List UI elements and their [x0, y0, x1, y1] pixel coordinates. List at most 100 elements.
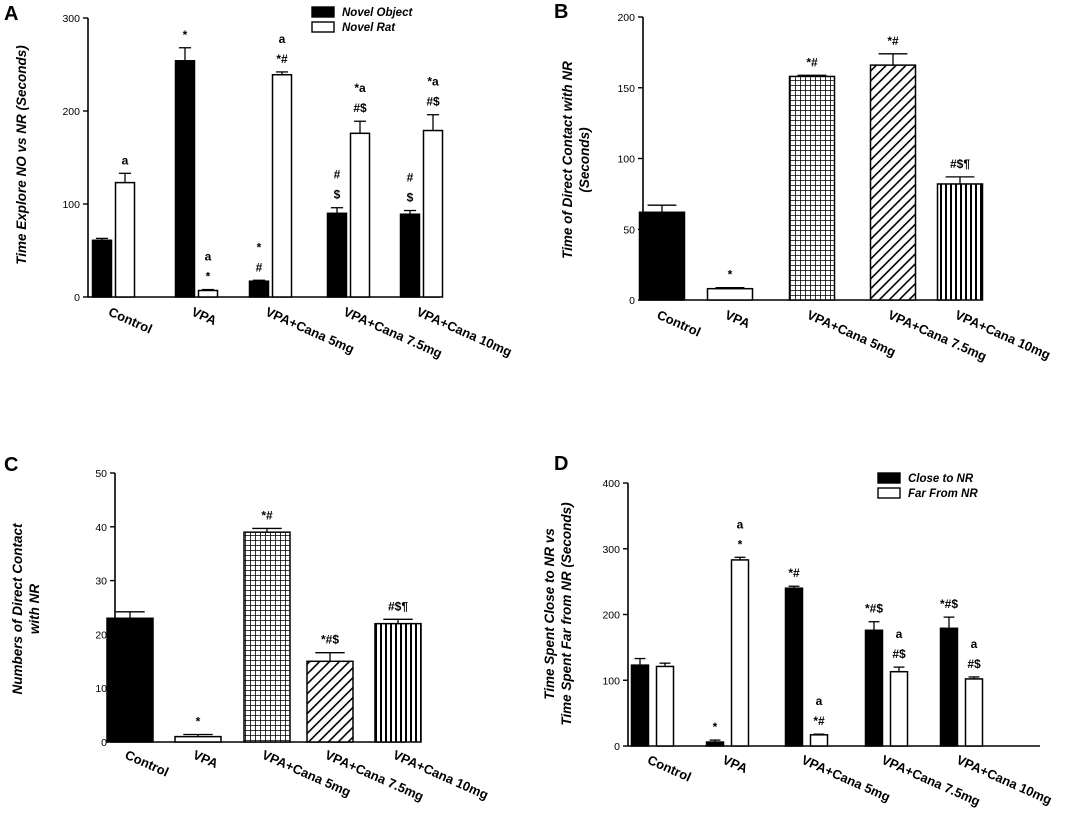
significance-label: * — [738, 537, 743, 551]
legend-entry: Novel Object — [342, 7, 413, 19]
bar-s1-c2 — [271, 73, 293, 298]
significance-label: a — [971, 637, 978, 651]
significance-label: *#$ — [321, 633, 339, 647]
y-axis-label-line: Time Spent Far from NR (Seconds) — [559, 502, 574, 726]
significance-label: #$ — [353, 101, 367, 115]
significance-label: #$ — [967, 657, 981, 671]
significance-label: * — [713, 720, 718, 734]
legend-entry: Novel Rat — [342, 22, 396, 34]
bar-s0-c3 — [869, 64, 917, 301]
y-tick-label: 100 — [62, 199, 80, 211]
legend-swatch — [877, 487, 901, 499]
y-tick-label: 50 — [95, 468, 107, 480]
y-tick-label: 150 — [617, 83, 635, 95]
bar-s0-c2 — [784, 587, 804, 747]
bar-s0-c3 — [326, 212, 348, 298]
bar-s0-c0 — [638, 211, 686, 301]
significance-label: $ — [407, 191, 414, 205]
y-axis-label-line: with NR — [27, 584, 42, 634]
bar-s1-c0 — [655, 665, 675, 747]
significance-label: * — [257, 240, 262, 254]
y-tick-label: 0 — [614, 741, 620, 753]
y-axis-label-line: Numbers of Direct Contact — [10, 523, 25, 695]
significance-label: a — [205, 250, 212, 264]
y-tick-label: 400 — [602, 478, 620, 490]
y-tick-label: 20 — [95, 629, 107, 641]
significance-label: a — [279, 32, 286, 46]
y-tick-label: 100 — [617, 154, 635, 166]
y-tick-label: 30 — [95, 576, 107, 588]
y-tick-label: 50 — [623, 224, 635, 236]
significance-label: *# — [813, 714, 825, 728]
category-label: VPA+Cana 5mg — [799, 752, 892, 805]
bar-s1-c3 — [889, 670, 909, 747]
bar-s0-c1 — [174, 60, 196, 298]
significance-label: *a — [427, 75, 439, 89]
chart-panel-d: D Time Spent Close to NR vs Time Spent Far… — [542, 453, 1054, 809]
y-tick-label: 200 — [617, 12, 635, 24]
category-label: VPA — [189, 304, 219, 328]
bar-s0-c2 — [248, 280, 270, 298]
significance-label: *# — [806, 55, 818, 69]
significance-label: *# — [887, 34, 899, 48]
bar-s1-c1 — [197, 289, 219, 298]
panel-letter: C — [4, 454, 18, 476]
y-axis-label: Numbers of Direct Contact with NR — [10, 523, 42, 695]
bar-s1-c4 — [964, 678, 984, 747]
category-label: VPA — [191, 747, 221, 771]
bar-s0-c4 — [936, 183, 984, 301]
y-tick-label: 0 — [101, 737, 107, 749]
significance-label: # — [407, 171, 414, 185]
chart-panel-c: C Numbers of Direct Contact with NR 0 10 20 30… — [4, 454, 491, 804]
bar-s0-c3 — [306, 660, 354, 743]
bar-s1-c3 — [349, 132, 371, 298]
panel-letter: B — [554, 1, 568, 23]
category-label: Control — [645, 752, 693, 785]
significance-label: *#$ — [865, 602, 883, 616]
significance-label: # — [256, 260, 263, 274]
category-label: VPA — [720, 752, 750, 776]
bar-s0-c0 — [630, 664, 650, 747]
category-label: VPA+Cana 5mg — [805, 307, 898, 360]
bar-s0-c4 — [399, 213, 421, 298]
significance-label: a — [737, 517, 744, 531]
bar-s0-c1 — [705, 741, 725, 747]
bar-s0-c4 — [374, 622, 422, 743]
bar-s0-c1 — [706, 287, 754, 301]
significance-label: * — [728, 268, 733, 282]
significance-label: *# — [276, 52, 288, 66]
significance-label: #$¶ — [950, 157, 970, 171]
y-tick-label: 0 — [629, 295, 635, 307]
y-axis-label-line: Time Explore NO vs NR (Seconds) — [14, 45, 29, 265]
chart-panel-b: B Time of Direct Contact with NR (Seconds)… — [554, 1, 1053, 364]
y-tick-label: 300 — [62, 13, 80, 25]
significance-label: # — [334, 168, 341, 182]
chart-panel-a: A Time Explore NO vs NR (Seconds) 0 100 200 3… — [4, 3, 514, 361]
significance-label: $ — [334, 188, 341, 202]
significance-label: a — [816, 694, 823, 708]
significance-label: * — [183, 28, 188, 42]
y-axis-label: Time Explore NO vs NR (Seconds) — [14, 45, 29, 265]
significance-label: a — [122, 153, 129, 167]
legend-entry: Far From NR — [908, 488, 978, 500]
significance-label: *#$ — [940, 597, 958, 611]
y-tick-label: 200 — [62, 106, 80, 118]
y-axis-label: Time of Direct Contact with NR (Seconds) — [560, 61, 592, 259]
bar-s0-c2 — [243, 531, 291, 743]
category-label: VPA — [723, 307, 753, 331]
bar-s1-c0 — [114, 181, 136, 298]
legend-swatch — [311, 21, 335, 33]
significance-label: *a — [354, 81, 366, 95]
significance-label: #$¶ — [388, 599, 408, 613]
y-axis-label: Time Spent Close to NR vs Time Spent Far … — [542, 502, 574, 726]
legend-swatch — [311, 6, 335, 18]
bar-s1-c2 — [809, 734, 829, 747]
y-tick-label: 300 — [602, 544, 620, 556]
bar-s0-c0 — [106, 617, 154, 743]
significance-label: * — [196, 714, 201, 728]
category-label: Control — [655, 307, 703, 340]
legend-swatch — [877, 472, 901, 484]
significance-label: a — [896, 627, 903, 641]
bar-s0-c2 — [788, 75, 836, 301]
